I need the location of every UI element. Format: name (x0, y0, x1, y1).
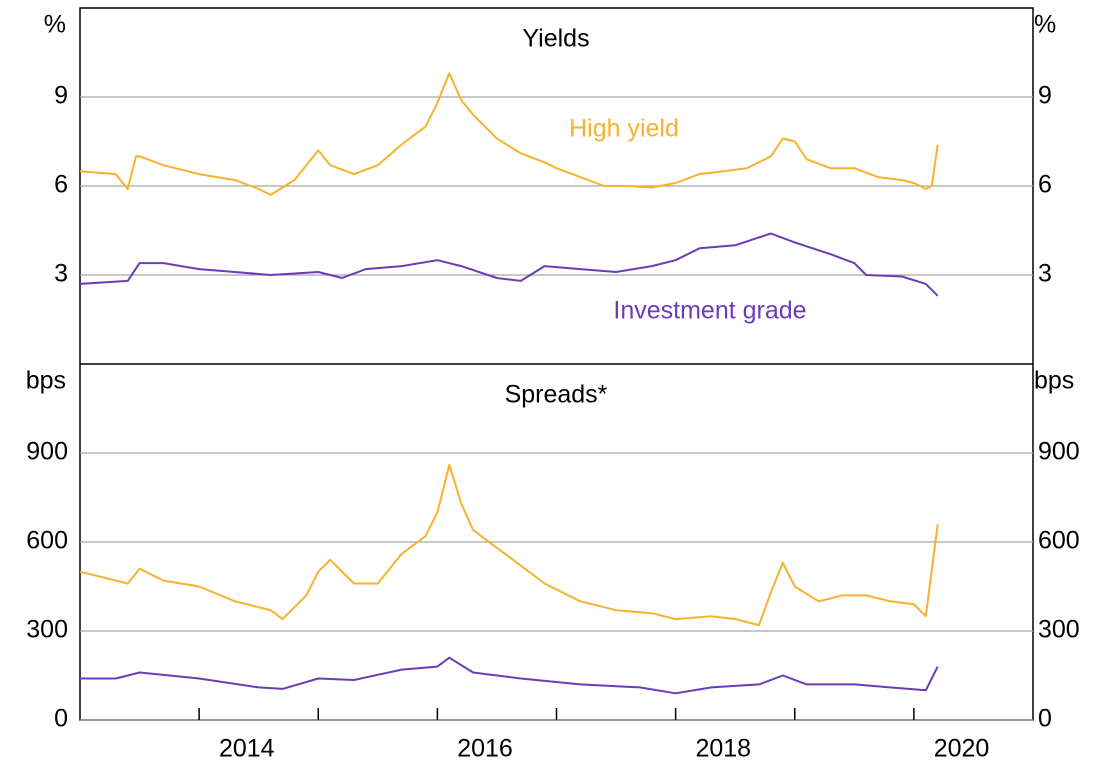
y-tick-label: 600 (26, 527, 68, 555)
y-tick-label: 3 (54, 260, 68, 288)
unit-label: bps (26, 367, 66, 395)
y-tick-label: 9 (1038, 82, 1052, 110)
panel-title: Yields (522, 25, 589, 53)
y-tick-label: 900 (26, 438, 68, 466)
y-tick-label: 9 (54, 82, 68, 110)
unit-label: % (44, 11, 66, 39)
series-line (80, 656, 939, 695)
series-line (79, 463, 939, 627)
y-tick-label: 6 (54, 171, 68, 199)
y-tick-label: 6 (1038, 171, 1052, 199)
series-line (79, 72, 939, 196)
y-tick-label: 900 (1038, 438, 1080, 466)
y-tick-label: 300 (26, 616, 68, 644)
panel-title: Spreads* (505, 381, 608, 409)
y-tick-label: 600 (1038, 527, 1080, 555)
series-label: High yield (569, 115, 679, 143)
unit-label: bps (1034, 367, 1074, 395)
x-tick-label: 2016 (457, 735, 513, 763)
x-tick-label: 2018 (695, 735, 751, 763)
unit-label: % (1034, 11, 1056, 39)
y-tick-label: 0 (1038, 705, 1052, 733)
y-tick-label: 3 (1038, 260, 1052, 288)
y-tick-label: 300 (1038, 616, 1080, 644)
x-tick-label: 2014 (219, 735, 275, 763)
y-tick-label: 0 (54, 705, 68, 733)
x-tick-label: 2020 (934, 735, 990, 763)
series-label: Investment grade (613, 297, 806, 325)
series-line (79, 232, 939, 297)
